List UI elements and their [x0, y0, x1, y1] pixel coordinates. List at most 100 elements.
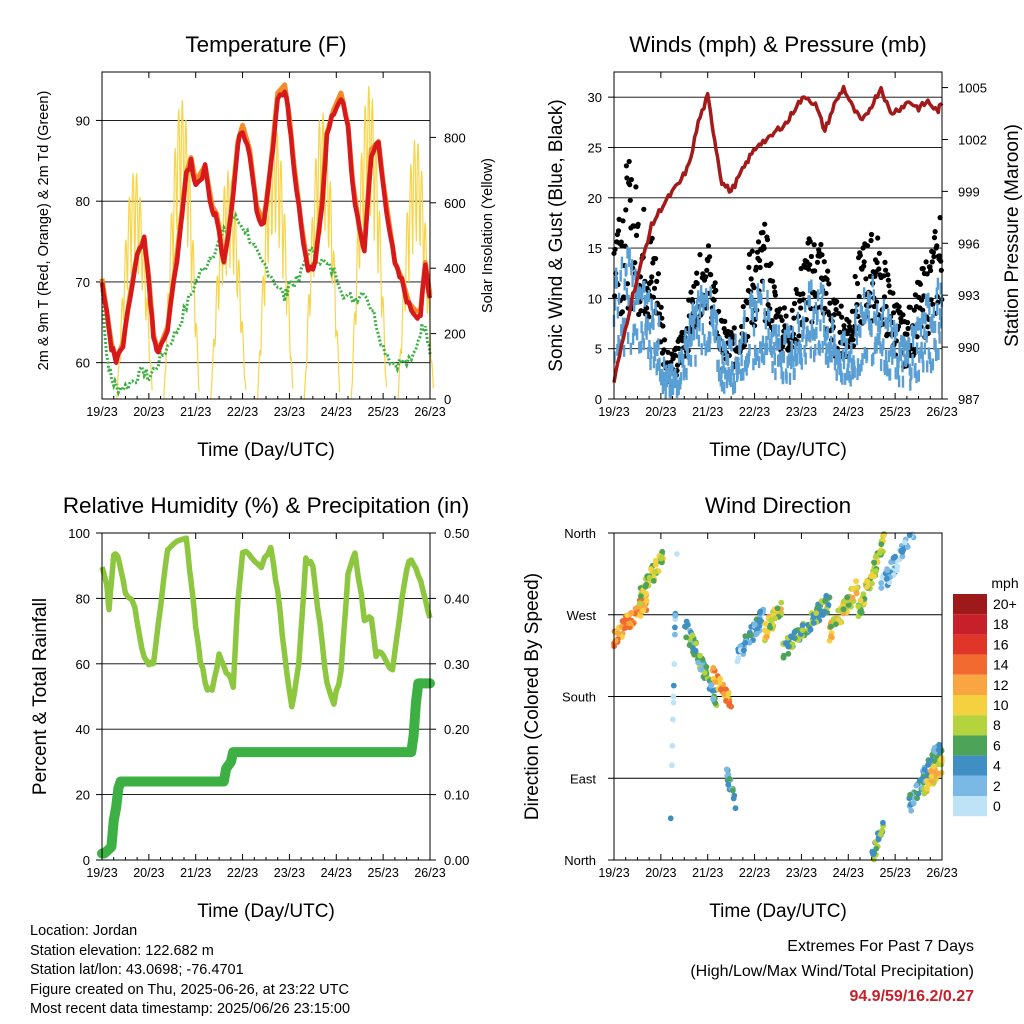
direction-point — [778, 599, 785, 606]
gust-point — [807, 262, 813, 268]
gust-point — [841, 323, 847, 329]
gust-point — [938, 267, 944, 273]
legend-label: 4 — [993, 758, 1001, 774]
panel-0 — [101, 71, 431, 400]
direction-point — [872, 553, 879, 560]
gust-point — [676, 345, 682, 352]
panel-1 — [613, 71, 943, 400]
y-tick-label: 30 — [588, 90, 602, 105]
gust-point — [731, 325, 737, 331]
direction-point — [723, 698, 729, 704]
gust-point — [914, 334, 920, 340]
legend-swatch — [953, 614, 987, 635]
direction-point — [785, 643, 792, 650]
gust-point — [783, 313, 789, 319]
gust-point — [697, 252, 703, 258]
y-axis-label: Percent & Total Rainfall — [30, 598, 51, 795]
gust-point — [633, 184, 639, 190]
gust-point — [659, 315, 665, 321]
gust-point — [705, 243, 712, 249]
gust-point — [650, 294, 657, 300]
y2-tick-label: 993 — [958, 288, 980, 303]
y-tick-label: 90 — [76, 113, 90, 128]
direction-point — [653, 561, 659, 568]
gust-point — [868, 231, 875, 238]
y2-tick-label: 996 — [958, 236, 980, 251]
gust-point — [850, 337, 856, 343]
direction-point — [672, 624, 678, 631]
direction-point — [670, 682, 677, 689]
direction-point — [907, 791, 913, 798]
direction-point — [721, 691, 727, 697]
direction-point — [828, 623, 834, 630]
gust-point — [649, 274, 655, 280]
direction-point — [757, 608, 764, 615]
gust-point — [919, 297, 925, 303]
direction-point — [880, 819, 886, 826]
x-tick-label: 25/23 — [368, 405, 399, 419]
direction-point — [670, 699, 677, 706]
gust-point — [907, 304, 913, 310]
gust-point — [793, 286, 799, 293]
direction-point — [921, 766, 928, 773]
gust-point — [764, 237, 771, 243]
direction-point — [710, 665, 717, 671]
direction-point — [643, 581, 650, 588]
gust-point — [929, 259, 935, 265]
direction-point — [774, 605, 781, 612]
gust-point — [632, 260, 638, 266]
x-tick-label: 26/23 — [926, 866, 957, 880]
gust-point — [837, 329, 843, 335]
direction-point — [875, 836, 882, 843]
direction-point — [807, 626, 814, 633]
direction-point — [764, 629, 771, 636]
gust-point — [871, 303, 877, 310]
gust-point — [627, 182, 633, 188]
y-tick-label: 80 — [76, 194, 90, 209]
gust-point — [928, 267, 934, 274]
gust-point — [886, 283, 892, 289]
gust-point — [772, 292, 779, 298]
y2-tick-label: 0.50 — [444, 526, 469, 541]
chart-title: Relative Humidity (%) & Precipitation (i… — [63, 493, 469, 518]
direction-point — [825, 602, 832, 608]
gust-point — [857, 252, 863, 259]
pressure-line — [612, 84, 944, 383]
direction-point — [781, 652, 787, 659]
gust-point — [876, 266, 882, 272]
plot-frame — [101, 532, 431, 861]
direction-point — [878, 580, 885, 586]
x-tick-label: 19/23 — [598, 405, 629, 419]
direction-point — [855, 603, 862, 610]
gust-point — [812, 268, 818, 274]
precipitation-line — [97, 678, 435, 859]
y-tick-label: 60 — [76, 356, 90, 371]
direction-point — [726, 775, 733, 782]
gust-point — [662, 337, 668, 343]
extremes-subtitle: (High/Low/Max Wind/Total Precipitation) — [690, 963, 974, 980]
direction-point — [730, 787, 736, 794]
gust-point — [814, 259, 821, 265]
gust-point — [779, 317, 785, 323]
x-tick-label: 19/23 — [86, 866, 117, 880]
y-tick-label: 70 — [76, 275, 90, 290]
direction-point — [799, 627, 806, 633]
relative-humidity-line — [99, 535, 433, 710]
direction-point — [717, 675, 724, 682]
direction-point — [913, 782, 920, 789]
legend-swatch — [953, 796, 987, 817]
direction-point — [914, 795, 920, 802]
y2-tick-label: 1005 — [958, 81, 987, 96]
x-tick-label: 21/23 — [180, 866, 211, 880]
gust-point — [620, 218, 626, 224]
gust-point — [896, 304, 902, 310]
direction-point — [828, 633, 834, 640]
gust-point — [808, 253, 815, 260]
direction-point — [930, 747, 937, 754]
direction-point — [640, 607, 647, 614]
gust-point — [861, 263, 867, 269]
gust-point — [757, 257, 763, 264]
gust-point — [621, 295, 627, 301]
direction-point — [850, 585, 856, 592]
x-tick-label: 22/23 — [739, 405, 770, 419]
